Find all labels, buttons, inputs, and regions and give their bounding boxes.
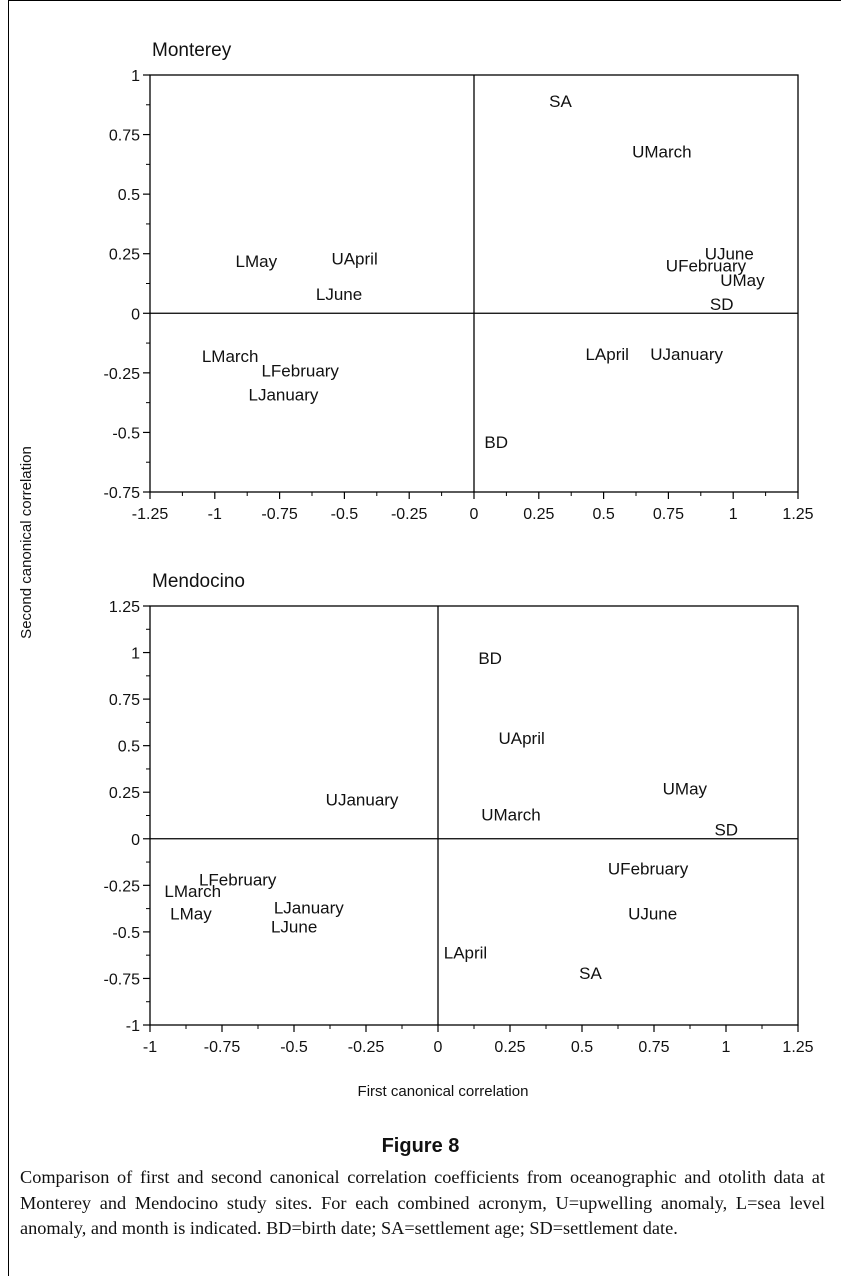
monterey-x-tick-label: -0.25 xyxy=(391,506,428,523)
mendocino-point-lmay: LMay xyxy=(170,904,212,923)
monterey-x-tick-label: -1.25 xyxy=(132,506,169,523)
mendocino-point-lapril: LApril xyxy=(444,943,487,962)
monterey-y-tick-label: 0.75 xyxy=(109,128,140,145)
mendocino-x-tick-label: 0.75 xyxy=(638,1039,669,1056)
mendocino-y-tick-label: -0.5 xyxy=(112,925,140,942)
monterey-point-sd: SD xyxy=(710,295,734,314)
mendocino-x-tick-label: 1.25 xyxy=(782,1039,813,1056)
monterey-point-lfebruary: LFebruary xyxy=(261,361,339,380)
monterey-x-tick-label: 1.25 xyxy=(782,506,813,523)
mendocino-point-umarch: UMarch xyxy=(481,806,541,825)
x-axis-label: First canonical correlation xyxy=(357,1083,529,1100)
monterey-x-tick-label: -1 xyxy=(208,506,222,523)
mendocino-x-tick-label: -0.5 xyxy=(280,1039,308,1056)
monterey-x-tick-label: 0.25 xyxy=(523,506,554,523)
mendocino-panel-title: Mendocino xyxy=(152,571,245,592)
mendocino-point-sa: SA xyxy=(579,964,602,983)
monterey-point-umay: UMay xyxy=(720,271,765,290)
monterey-point-ujanuary: UJanuary xyxy=(650,345,723,364)
mendocino-point-ljune: LJune xyxy=(271,917,317,936)
monterey-point-lapril: LApril xyxy=(585,345,628,364)
frame-top-border xyxy=(8,0,841,1)
monterey-x-tick-label: -0.5 xyxy=(331,506,359,523)
monterey-x-tick-label: 1 xyxy=(729,506,738,523)
mendocino-point-ujanuary: UJanuary xyxy=(326,791,399,810)
mendocino-point-ufebruary: UFebruary xyxy=(608,860,689,879)
monterey-y-tick-label: 0.25 xyxy=(109,247,140,264)
monterey-point-sa: SA xyxy=(549,92,572,111)
monterey-x-tick-label: 0.75 xyxy=(653,506,684,523)
mendocino-point-umay: UMay xyxy=(663,779,708,798)
monterey-point-ljanuary: LJanuary xyxy=(248,385,318,404)
monterey-point-ufebruary: UFebruary xyxy=(666,257,747,276)
monterey-point-ljune: LJune xyxy=(316,285,362,304)
mendocino-x-tick-label: -0.75 xyxy=(204,1039,241,1056)
monterey-point-bd: BD xyxy=(484,433,508,452)
y-axis-label-wrap: Second canonical correlation xyxy=(0,0,60,1276)
mendocino-point-lfebruary: LFebruary xyxy=(199,871,277,890)
mendocino-x-tick-label: -0.25 xyxy=(348,1039,385,1056)
figure-caption: Comparison of first and second canonical… xyxy=(20,1167,825,1238)
mendocino-x-tick-label: 0.25 xyxy=(494,1039,525,1056)
monterey-y-tick-label: -0.25 xyxy=(104,366,141,383)
y-axis-label: Second canonical correlation xyxy=(17,445,35,639)
monterey-panel-title: Monterey xyxy=(152,40,232,61)
monterey-y-tick-label: 1 xyxy=(131,68,140,85)
mendocino-y-tick-label: -0.75 xyxy=(104,971,141,988)
monterey-point-ujune: UJune xyxy=(705,245,754,264)
mendocino-point-lmarch: LMarch xyxy=(164,882,221,901)
monterey-x-tick-label: -0.75 xyxy=(261,506,298,523)
mendocino-x-tick-label: 0.5 xyxy=(571,1039,593,1056)
mendocino-y-tick-label: -0.25 xyxy=(104,878,141,895)
mendocino-x-tick-label: 0 xyxy=(434,1039,443,1056)
mendocino-point-uapril: UApril xyxy=(498,729,544,748)
mendocino-y-tick-label: 1 xyxy=(131,646,140,663)
mendocino-x-tick-label: -1 xyxy=(143,1039,157,1056)
figure-title: Figure 8 xyxy=(381,1135,460,1157)
mendocino-point-bd: BD xyxy=(478,649,502,668)
mendocino-point-sd: SD xyxy=(714,820,738,839)
mendocino-point-ujune: UJune xyxy=(628,904,677,923)
mendocino-y-tick-label: 0.75 xyxy=(109,692,140,709)
mendocino-y-tick-label: -1 xyxy=(126,1018,140,1035)
monterey-x-tick-label: 0 xyxy=(470,506,479,523)
frame-left-border xyxy=(8,0,9,1276)
monterey-point-uapril: UApril xyxy=(331,249,377,268)
monterey-point-lmarch: LMarch xyxy=(202,347,259,366)
mendocino-x-tick-label: 1 xyxy=(722,1039,731,1056)
monterey-point-lmay: LMay xyxy=(236,252,278,271)
monterey-x-tick-label: 0.5 xyxy=(592,506,614,523)
mendocino-y-tick-label: 0.25 xyxy=(109,785,140,802)
monterey-y-tick-label: -0.5 xyxy=(112,425,140,442)
monterey-y-tick-label: -0.75 xyxy=(104,485,141,502)
mendocino-y-tick-label: 0 xyxy=(131,832,140,849)
monterey-y-tick-label: 0 xyxy=(131,306,140,323)
mendocino-point-ljanuary: LJanuary xyxy=(274,899,344,918)
monterey-y-tick-label: 0.5 xyxy=(118,187,140,204)
mendocino-y-tick-label: 1.25 xyxy=(109,599,140,616)
monterey-point-umarch: UMarch xyxy=(632,142,692,161)
mendocino-y-tick-label: 0.5 xyxy=(118,739,140,756)
